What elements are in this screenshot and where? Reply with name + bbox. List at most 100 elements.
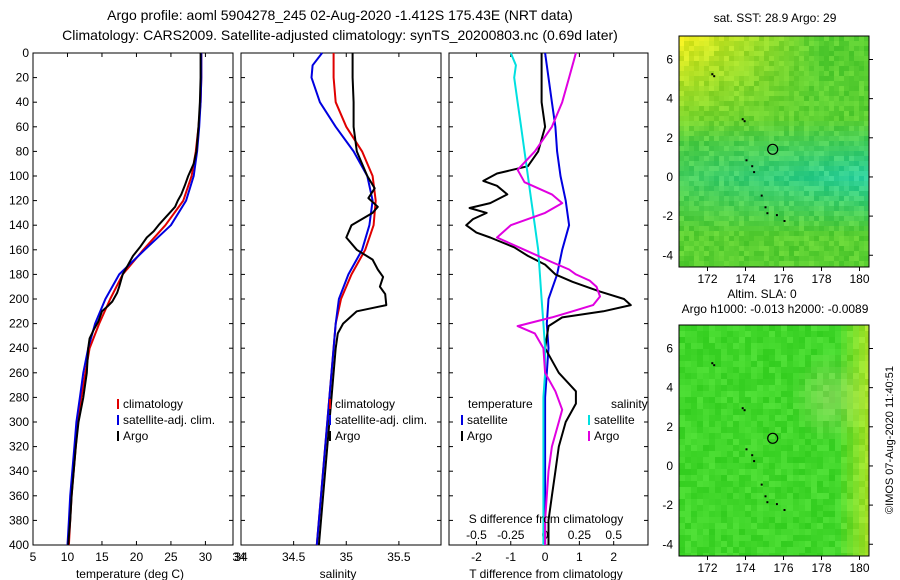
map-cell [763,325,769,331]
map-cell [865,331,869,337]
map-cell [709,56,714,61]
map-cell [703,523,709,529]
map-cell [829,337,835,343]
map-cell [819,131,824,136]
map-cell [691,445,697,451]
map-cell [697,403,703,409]
map-cell [847,403,853,409]
map-cell [781,373,787,379]
map-cell [764,201,769,206]
map-cell [749,36,754,41]
map-cell [849,261,854,266]
map-cell [709,397,715,403]
map-cell [823,451,829,457]
map-cell [804,111,809,116]
island-dot [713,364,716,367]
map-cell [854,261,859,266]
map-cell [799,331,805,337]
map-cell [817,409,823,415]
map-cell [714,206,719,211]
map-cell [724,146,729,151]
map-cell [829,156,834,161]
map-cell [841,547,847,553]
map-cell [739,111,744,116]
map-cell [805,541,811,547]
map-cell [864,226,869,231]
map-cell [754,56,759,61]
map-cell [679,379,685,385]
y-tick-label: 240 [9,341,29,355]
map-cell [814,101,819,106]
map-cell [781,355,787,361]
map-cell [779,156,784,161]
map-cell [779,186,784,191]
map-cell [859,475,865,481]
map-cell [679,71,684,76]
map-cell [787,421,793,427]
map-cell [779,211,784,216]
map-cell [719,206,724,211]
map-cell [699,146,704,151]
map-cell [859,469,865,475]
map-cell [829,361,835,367]
map-cell [799,493,805,499]
map-cell [787,415,793,421]
map-cell [805,535,811,541]
map-cell [819,226,824,231]
map-cell [745,463,751,469]
map-cell [769,51,774,56]
map-cell [724,91,729,96]
map-cell [709,206,714,211]
map-cell [745,415,751,421]
map-cell [697,409,703,415]
map-cell [749,51,754,56]
map-cell [789,61,794,66]
map-cell [793,349,799,355]
map-cell [714,106,719,111]
map-cell [817,547,823,553]
map-cell [814,166,819,171]
map-cell [859,126,864,131]
map-cell [679,529,685,535]
map-cell [844,41,849,46]
map-cell [834,61,839,66]
map-cell [751,535,757,541]
map-cell [784,106,789,111]
map-cell [784,171,789,176]
map-cell [804,261,809,266]
map-cell [691,439,697,445]
map-cell [774,146,779,151]
map-cell [859,201,864,206]
map-cell [859,171,864,176]
map-cell [729,101,734,106]
map-cell [811,487,817,493]
island-dot [764,495,767,498]
map-cell [733,391,739,397]
map-cell [835,523,841,529]
map-cell [809,116,814,121]
map-cell [804,131,809,136]
map-cell [793,529,799,535]
map-cell [733,529,739,535]
map-cell [721,493,727,499]
map-cell [829,433,835,439]
map-cell [764,151,769,156]
map-cell [764,196,769,201]
map-cell [784,176,789,181]
map-cell [699,201,704,206]
map-cell [703,349,709,355]
map-cell [841,367,847,373]
map-cell [817,481,823,487]
map-cell [704,61,709,66]
map-cell [799,201,804,206]
y-tick-label: 20 [16,71,30,85]
map-cell [729,211,734,216]
map-cell [729,51,734,56]
map-cell [724,101,729,106]
map-cell [684,231,689,236]
map-cell [799,231,804,236]
map-cell [721,397,727,403]
map-cell [715,463,721,469]
map-cell [697,541,703,547]
map-cell [853,469,859,475]
